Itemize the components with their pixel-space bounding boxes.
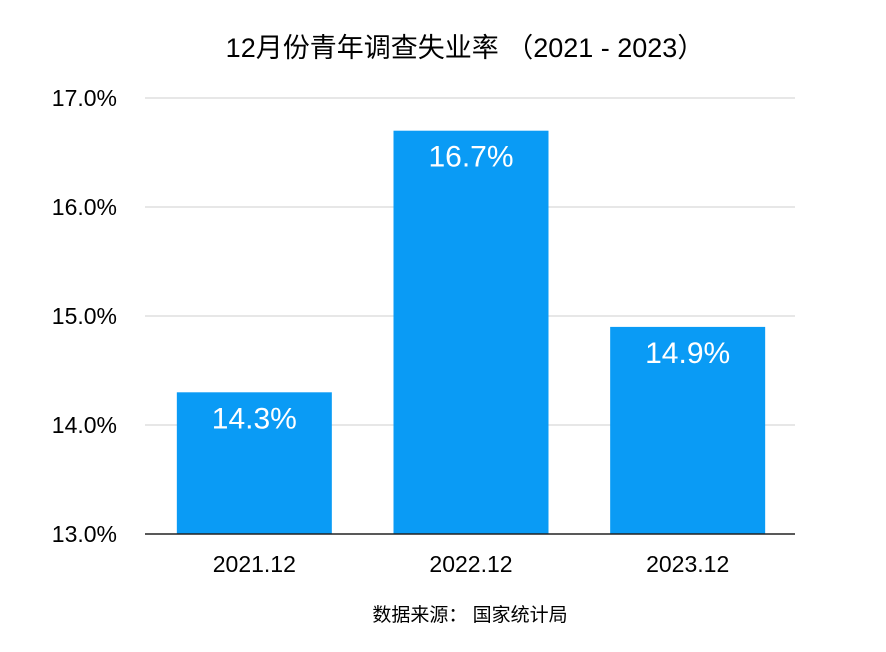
chart-title: 12月份青年调查失业率 （2021 - 2023） <box>226 33 705 63</box>
bar-value-label: 16.7% <box>428 141 513 174</box>
y-axis-ticks: 13.0% 14.0% 15.0% 16.0% 17.0% <box>52 85 117 547</box>
x-tick-label: 2023.12 <box>646 551 729 577</box>
bar <box>176 392 332 534</box>
source-note: 数据来源： 国家统计局 <box>372 604 567 626</box>
y-tick-label: 14.0% <box>52 412 117 438</box>
bar <box>393 130 549 534</box>
x-tick-label: 2021.12 <box>213 551 296 577</box>
x-axis-ticks: 2021.12 2022.12 2023.12 <box>213 551 729 577</box>
y-tick-label: 17.0% <box>52 85 117 111</box>
bars: 14.3% 16.7% 14.9% <box>176 130 766 534</box>
y-tick-label: 15.0% <box>52 303 117 329</box>
bar-value-label: 14.3% <box>212 402 297 435</box>
y-tick-label: 13.0% <box>52 521 117 547</box>
bar <box>610 326 766 534</box>
x-tick-label: 2022.12 <box>429 551 512 577</box>
bar-value-label: 14.9% <box>645 337 730 370</box>
y-tick-label: 16.0% <box>52 194 117 220</box>
